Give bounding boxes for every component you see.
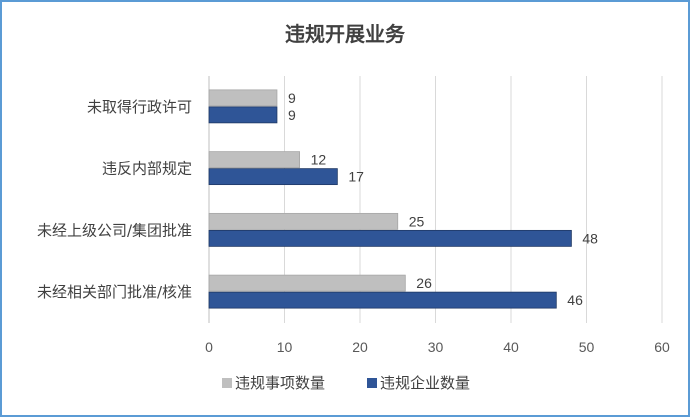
category-label: 违反内部规定 [102,160,192,178]
x-tick-label: 10 [277,339,293,355]
bar-violation-items [208,151,300,169]
x-tick-label: 40 [503,339,519,355]
bar-violation-companies [208,106,278,124]
x-axis-ticks: 0 10 20 30 40 50 60 [205,339,670,355]
bar-violation-items [208,212,399,230]
bar-violation-companies [208,168,338,186]
bar-violation-items [208,89,278,107]
x-tick-label: 30 [428,339,444,355]
data-label: 48 [582,230,598,246]
data-label: 12 [311,152,327,168]
data-label: 26 [416,275,432,291]
data-label: 25 [409,213,425,229]
category-label: 未取得行政许可 [87,98,192,116]
legend-swatch [222,378,232,388]
x-tick-label: 50 [579,339,595,355]
data-label: 9 [288,90,296,106]
legend: 违规事项数量 违规企业数量 [222,374,470,392]
x-tick-label: 60 [654,339,670,355]
legend-label: 违规企业数量 [380,374,470,392]
x-tick-label: 0 [205,339,213,355]
bar-violation-companies [208,229,572,247]
legend-swatch [367,378,377,388]
bars: 99 12 17 25 48 26 46 [208,89,598,309]
data-label: 9 [288,107,296,123]
legend-label: 违规事项数量 [235,374,325,392]
data-label: 17 [348,169,364,185]
category-label: 未经相关部门批准/核准 [37,283,192,301]
chart-title: 违规开展业务 [285,22,406,46]
bar-violation-items [208,274,406,292]
data-label: 46 [567,292,583,308]
bar-violation-companies [208,291,557,309]
category-label: 未经上级公司/集团批准 [37,221,192,239]
x-tick-label: 20 [352,339,368,355]
